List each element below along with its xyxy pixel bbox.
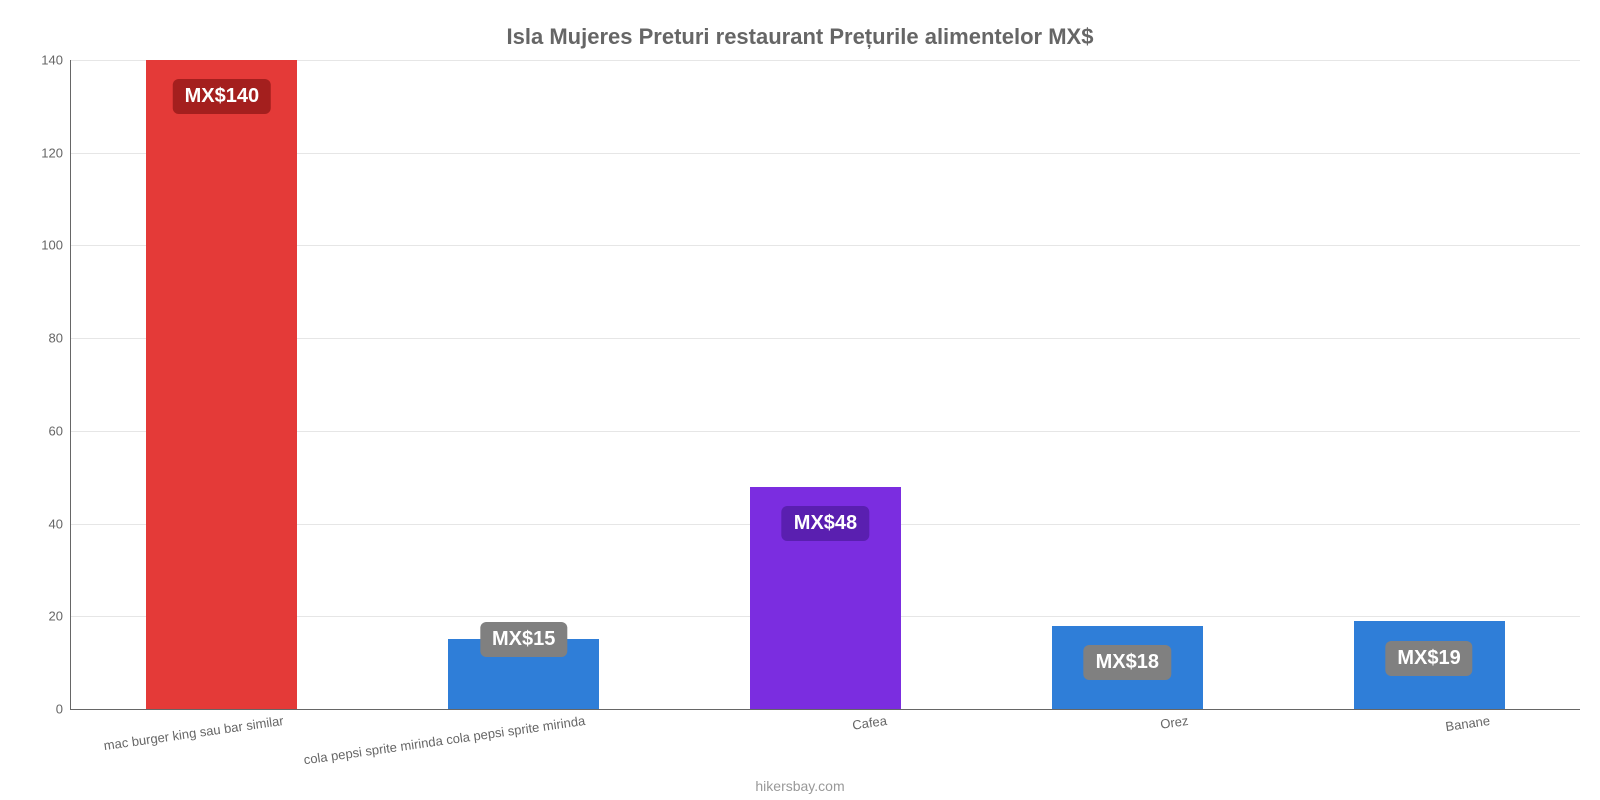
attribution-text: hikersbay.com [0, 778, 1600, 794]
x-tick-label: Cafea [851, 713, 887, 733]
x-tick-label: cola pepsi sprite mirinda cola pepsi spr… [302, 713, 585, 767]
value-badge: MX$140 [173, 79, 272, 114]
bar-slot: MX$18Orez [976, 60, 1278, 709]
x-tick-label: mac burger king sau bar similar [102, 713, 284, 753]
value-badge: MX$48 [782, 506, 869, 541]
bar-slot: MX$19Banane [1278, 60, 1580, 709]
y-tick-label: 80 [49, 331, 71, 346]
bar-slot: MX$48Cafea [675, 60, 977, 709]
y-tick-label: 100 [41, 238, 71, 253]
plot-area: 020406080100120140MX$140mac burger king … [70, 60, 1580, 710]
x-tick-label: Banane [1445, 713, 1491, 734]
y-tick-label: 20 [49, 609, 71, 624]
y-tick-label: 120 [41, 145, 71, 160]
bar-slot: MX$140mac burger king sau bar similar [71, 60, 373, 709]
chart-container: Isla Mujeres Preturi restaurant Prețuril… [0, 0, 1600, 800]
value-badge: MX$18 [1084, 645, 1171, 680]
value-badge: MX$15 [480, 622, 567, 657]
bar-slot: MX$15cola pepsi sprite mirinda cola peps… [373, 60, 675, 709]
x-tick-label: Orez [1159, 713, 1189, 732]
bar [146, 60, 297, 709]
y-tick-label: 140 [41, 53, 71, 68]
y-tick-label: 60 [49, 423, 71, 438]
value-badge: MX$19 [1385, 641, 1472, 676]
chart-title: Isla Mujeres Preturi restaurant Prețuril… [0, 0, 1600, 50]
y-tick-label: 40 [49, 516, 71, 531]
y-tick-label: 0 [56, 702, 71, 717]
